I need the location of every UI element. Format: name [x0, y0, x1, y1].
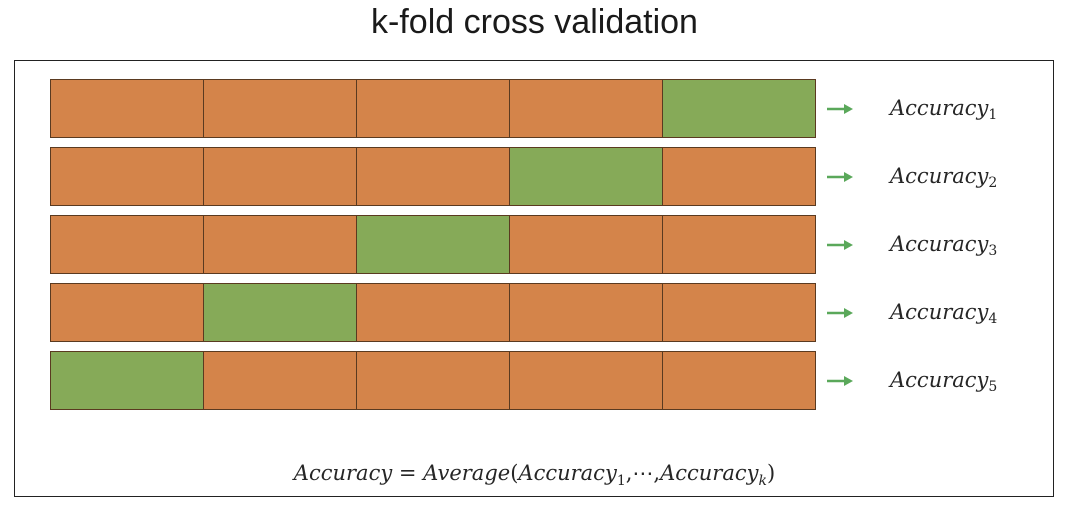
formula-open-paren: ( — [510, 461, 519, 485]
accuracy-label-subscript: 3 — [988, 243, 998, 259]
accuracy-label-subscript: 4 — [988, 311, 998, 327]
test-fold-cell — [510, 148, 663, 205]
arrow-right-icon — [827, 240, 853, 250]
train-fold-cell — [51, 80, 204, 137]
accuracy-label-subscript: 5 — [988, 379, 998, 395]
accuracy-label-subscript: 1 — [988, 107, 998, 123]
formula-lhs: Accuracy — [293, 461, 393, 485]
diagram-frame — [14, 60, 1054, 497]
accuracy-label-3: Accuracy3 — [890, 231, 997, 264]
formula-arg2: Accuracy — [660, 461, 759, 485]
train-fold-cell — [663, 216, 815, 273]
train-fold-cell — [51, 216, 204, 273]
test-fold-cell — [357, 216, 510, 273]
train-fold-cell — [357, 284, 510, 341]
test-fold-cell — [204, 284, 357, 341]
train-fold-cell — [357, 80, 510, 137]
train-fold-cell — [204, 352, 357, 409]
formula-arg2-subscript: k — [758, 473, 767, 489]
accuracy-label-text: Accuracy — [890, 368, 989, 392]
formula-close-paren: ) — [766, 461, 776, 485]
formula-function: Average — [423, 461, 511, 485]
formula-arg1: Accuracy — [518, 461, 617, 485]
formula-ellipsis: ,⋯, — [625, 461, 661, 485]
accuracy-label-1: Accuracy1 — [890, 95, 997, 128]
train-fold-cell — [357, 352, 510, 409]
train-fold-cell — [204, 216, 357, 273]
train-fold-cell — [204, 80, 357, 137]
fold-row-1 — [50, 79, 816, 138]
page-title: k-fold cross validation — [371, 3, 698, 41]
train-fold-cell — [510, 216, 663, 273]
train-fold-cell — [51, 148, 204, 205]
accuracy-label-2: Accuracy2 — [890, 163, 997, 196]
train-fold-cell — [51, 284, 204, 341]
train-fold-cell — [510, 284, 663, 341]
fold-row-2 — [50, 147, 816, 206]
train-fold-cell — [663, 352, 815, 409]
accuracy-label-5: Accuracy5 — [890, 367, 997, 400]
arrow-right-icon — [827, 308, 853, 318]
fold-row-3 — [50, 215, 816, 274]
test-fold-cell — [51, 352, 204, 409]
arrow-right-icon — [827, 172, 853, 182]
train-fold-cell — [663, 284, 815, 341]
formula-arg1-subscript: 1 — [616, 473, 626, 489]
accuracy-label-text: Accuracy — [890, 164, 989, 188]
accuracy-label-text: Accuracy — [890, 96, 989, 120]
train-fold-cell — [510, 80, 663, 137]
test-fold-cell — [663, 80, 815, 137]
accuracy-label-4: Accuracy4 — [890, 299, 997, 332]
accuracy-label-text: Accuracy — [890, 232, 989, 256]
average-accuracy-formula: Accuracy = Average(Accuracy1,⋯,Accuracyk… — [0, 459, 1069, 495]
train-fold-cell — [204, 148, 357, 205]
formula-equals: = — [392, 461, 424, 485]
arrow-right-icon — [827, 376, 853, 386]
train-fold-cell — [357, 148, 510, 205]
train-fold-cell — [663, 148, 815, 205]
accuracy-label-subscript: 2 — [988, 175, 998, 191]
arrow-right-icon — [827, 104, 853, 114]
fold-row-5 — [50, 351, 816, 410]
fold-row-4 — [50, 283, 816, 342]
accuracy-label-text: Accuracy — [890, 300, 989, 324]
train-fold-cell — [510, 352, 663, 409]
